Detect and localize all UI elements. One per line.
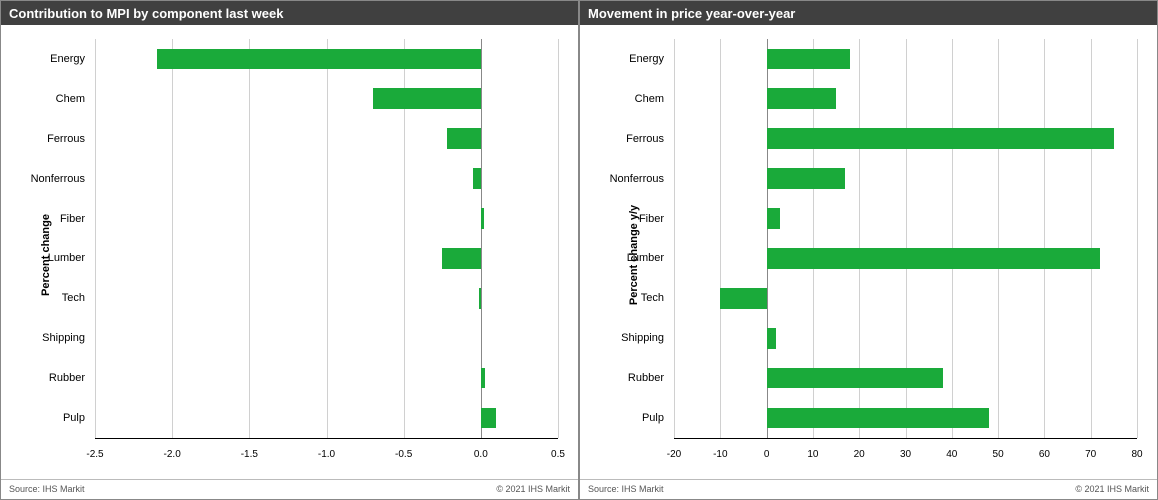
category-label: Rubber — [49, 372, 85, 384]
x-tick-label: -1.0 — [318, 449, 335, 460]
bar-row: Ferrous — [674, 119, 1137, 159]
left-chart-inner: EnergyChemFerrousNonferrousFiberLumberTe… — [95, 39, 558, 439]
x-tick-label: 0.0 — [474, 449, 488, 460]
bar-row: Rubber — [95, 358, 558, 398]
left-chart-title: Contribution to MPI by component last we… — [1, 1, 578, 25]
bar-row: Chem — [674, 79, 1137, 119]
category-label: Rubber — [628, 372, 664, 384]
bar-row: Chem — [95, 79, 558, 119]
bar-row: Nonferrous — [95, 159, 558, 199]
left-source-text: Source: IHS Markit — [9, 484, 85, 494]
left-plot-area: Percent change EnergyChemFerrousNonferro… — [13, 35, 566, 475]
category-label: Pulp — [63, 412, 85, 424]
category-label: Nonferrous — [610, 173, 664, 185]
x-tick-label: -2.0 — [164, 449, 181, 460]
x-tick-label: -1.5 — [241, 449, 258, 460]
category-label: Pulp — [642, 412, 664, 424]
category-label: Fiber — [60, 213, 85, 225]
bar-row: Rubber — [674, 358, 1137, 398]
bar — [373, 88, 481, 109]
category-label: Lumber — [627, 252, 664, 264]
category-label: Ferrous — [626, 133, 664, 145]
right-chart-inner: EnergyChemFerrousNonferrousFiberLumberTe… — [674, 39, 1137, 439]
gridline — [1137, 39, 1138, 438]
bar — [767, 88, 836, 109]
bar — [767, 328, 776, 349]
x-tick-label: -20 — [667, 449, 681, 460]
category-label: Chem — [635, 93, 664, 105]
x-tick-label: -0.5 — [395, 449, 412, 460]
bar-row: Tech — [95, 278, 558, 318]
bar-row: Ferrous — [95, 119, 558, 159]
bar-row: Energy — [95, 39, 558, 79]
gridline — [558, 39, 559, 438]
bar-row: Lumber — [674, 239, 1137, 279]
bar — [767, 368, 943, 389]
bar-row: Nonferrous — [674, 159, 1137, 199]
x-tick-label: 50 — [993, 449, 1004, 460]
bar — [767, 208, 781, 229]
bar-row: Fiber — [95, 199, 558, 239]
x-tick-label: 80 — [1131, 449, 1142, 460]
category-label: Energy — [629, 53, 664, 65]
x-tick-label: -2.5 — [86, 449, 103, 460]
bar — [479, 288, 481, 309]
category-label: Fiber — [639, 213, 664, 225]
bar-row: Lumber — [95, 239, 558, 279]
bar-row: Tech — [674, 278, 1137, 318]
category-label: Energy — [50, 53, 85, 65]
x-tick-label: 10 — [807, 449, 818, 460]
bar-row: Pulp — [674, 398, 1137, 438]
category-label: Tech — [62, 292, 85, 304]
bar — [447, 128, 481, 149]
x-tick-label: 20 — [854, 449, 865, 460]
bar — [767, 128, 1114, 149]
right-plot-area: Percent change y/y EnergyChemFerrousNonf… — [592, 35, 1145, 475]
bar-row: Pulp — [95, 398, 558, 438]
x-tick-label: 70 — [1085, 449, 1096, 460]
right-chart-panel: Movement in price year-over-year Percent… — [579, 0, 1158, 500]
category-label: Ferrous — [47, 133, 85, 145]
category-label: Tech — [641, 292, 664, 304]
left-copyright-text: © 2021 IHS Markit — [496, 484, 570, 494]
category-label: Nonferrous — [31, 173, 85, 185]
category-label: Chem — [56, 93, 85, 105]
bar — [767, 248, 1100, 269]
x-tick-label: 40 — [946, 449, 957, 460]
bar — [767, 49, 850, 70]
left-chart-panel: Contribution to MPI by component last we… — [0, 0, 579, 500]
category-label: Shipping — [621, 332, 664, 344]
right-chart-title: Movement in price year-over-year — [580, 1, 1157, 25]
right-copyright-text: © 2021 IHS Markit — [1075, 484, 1149, 494]
bar — [481, 208, 484, 229]
x-tick-label: -10 — [713, 449, 727, 460]
x-tick-label: 30 — [900, 449, 911, 460]
bar-row: Shipping — [95, 318, 558, 358]
bar — [481, 368, 486, 389]
x-tick-label: 0.5 — [551, 449, 565, 460]
x-tick-label: 0 — [764, 449, 770, 460]
left-footer: Source: IHS Markit © 2021 IHS Markit — [1, 479, 578, 499]
bar — [720, 288, 766, 309]
bar — [473, 168, 481, 189]
category-label: Shipping — [42, 332, 85, 344]
right-footer: Source: IHS Markit © 2021 IHS Markit — [580, 479, 1157, 499]
category-label: Lumber — [48, 252, 85, 264]
bar — [157, 49, 481, 70]
bar — [481, 408, 496, 429]
bar-row: Energy — [674, 39, 1137, 79]
bar — [442, 248, 481, 269]
x-tick-label: 60 — [1039, 449, 1050, 460]
bar — [767, 168, 846, 189]
bar-row: Fiber — [674, 199, 1137, 239]
right-source-text: Source: IHS Markit — [588, 484, 664, 494]
bar — [767, 408, 989, 429]
bar-row: Shipping — [674, 318, 1137, 358]
